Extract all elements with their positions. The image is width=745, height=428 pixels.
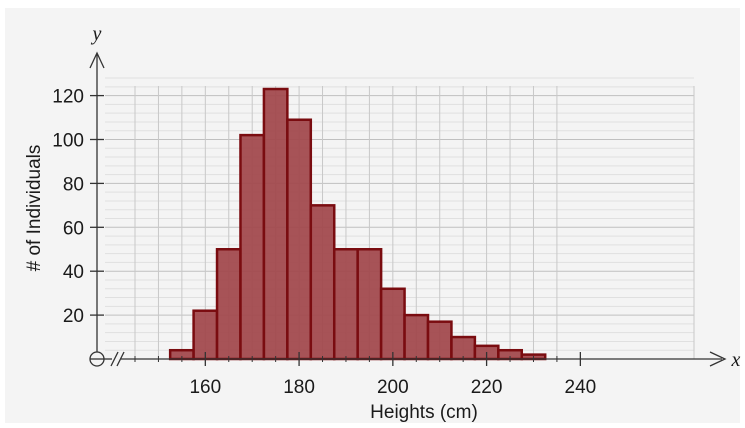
histogram-bar — [332, 248, 359, 361]
histogram-bar — [192, 309, 219, 361]
x-axis-title: Heights (cm) — [370, 402, 478, 423]
y-tick-label: 100 — [52, 131, 84, 152]
axes — [89, 51, 727, 367]
y-axis-letter: y — [91, 23, 102, 45]
x-axis-break — [116, 351, 125, 367]
x-axis-letter: x — [731, 349, 741, 371]
y-axis-title: # of Individuals — [24, 145, 45, 272]
histogram-bars — [168, 87, 547, 361]
histogram-bar — [379, 287, 406, 361]
y-tick-label: 120 — [52, 87, 84, 108]
tick-labels: 20 40 60 80 100 120 160 180 200 220 240 — [52, 87, 596, 398]
histogram-bar — [450, 335, 477, 361]
y-tick-label: 20 — [63, 306, 84, 327]
histogram-bar — [262, 87, 289, 361]
x-tick-label: 180 — [283, 377, 315, 398]
histogram-bar — [426, 320, 453, 361]
histogram-bar — [239, 133, 266, 361]
y-tick-label: 80 — [63, 174, 84, 195]
histogram-bar — [403, 313, 430, 361]
histogram-bar — [309, 204, 336, 361]
y-axis-arrow — [89, 51, 105, 69]
x-tick-label: 240 — [565, 377, 597, 398]
x-tick-label: 220 — [471, 377, 503, 398]
histogram-bar — [215, 248, 242, 361]
x-tick-label: 160 — [189, 377, 221, 398]
histogram-bar — [356, 248, 383, 361]
x-tick-label: 200 — [377, 377, 409, 398]
y-tick-label: 60 — [63, 218, 84, 239]
x-axis-arrow — [709, 351, 727, 367]
histogram-bar — [286, 118, 313, 361]
y-tick-label: 40 — [63, 262, 84, 283]
x-axis-break — [110, 351, 119, 367]
